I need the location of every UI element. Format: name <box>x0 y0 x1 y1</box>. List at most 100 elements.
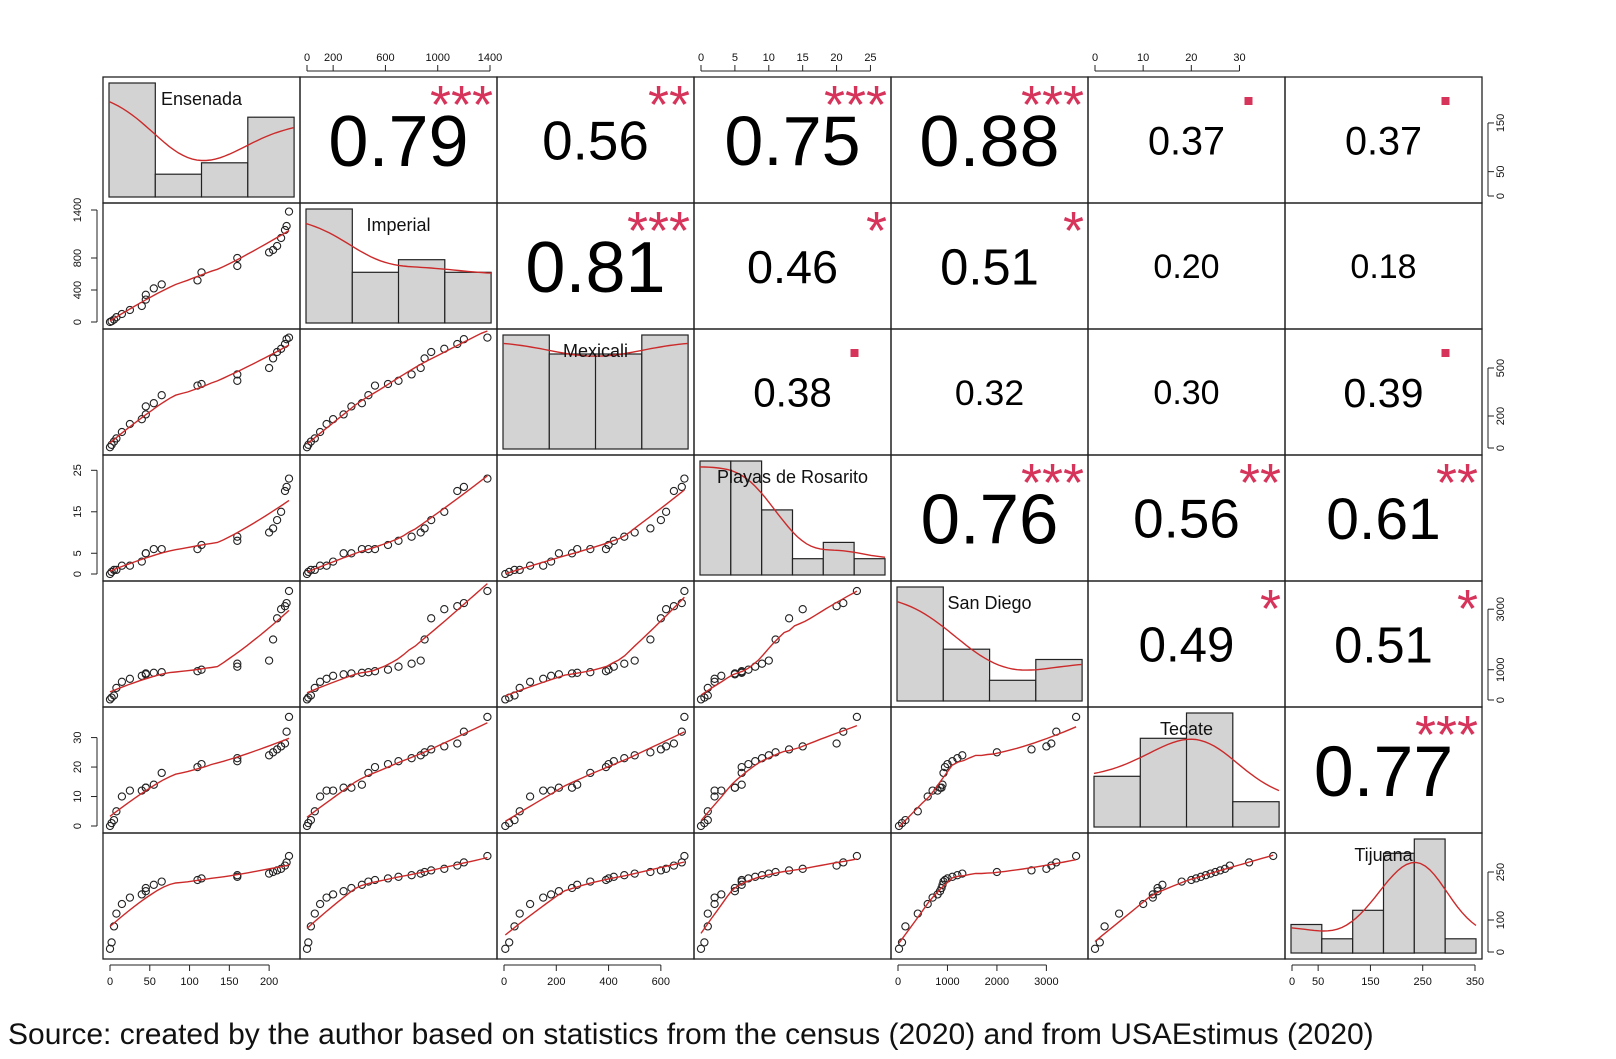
scatter-panel-tecate-vs-mexicali <box>501 712 689 831</box>
scatter-point <box>798 742 807 751</box>
correlation-value: 0.79 <box>328 102 468 182</box>
tick-label: 25 <box>72 464 84 476</box>
histogram-bar <box>305 208 353 324</box>
scatter-panel-playas-de-rosarito-vs-mexicali <box>501 474 689 579</box>
bottom-axis-ensenada: 0 50 100 150 200 <box>107 964 278 988</box>
scatter-point <box>554 549 564 558</box>
density-curve <box>305 222 492 274</box>
scatter-point <box>453 486 462 496</box>
scatter-point <box>928 786 937 795</box>
scatter-point <box>107 567 116 577</box>
scatter-point <box>510 922 519 931</box>
scatter-point <box>149 880 158 889</box>
correlation-matrix-chart: Ensenada Imperial Mexicali Playas de Rosari… <box>72 52 1507 988</box>
scatter-point <box>310 434 319 443</box>
panel-frame <box>102 202 301 330</box>
scatter-point <box>1071 712 1081 722</box>
scatter-point <box>272 515 282 525</box>
loess-fit-line <box>504 861 685 936</box>
tick-label: 20 <box>1185 52 1197 64</box>
tick-label: 1000 <box>425 52 449 64</box>
scatter-point <box>940 875 950 885</box>
variable-label-playas-de-rosarito: Playas de Rosarito <box>717 467 868 487</box>
scatter-point <box>501 569 510 579</box>
histogram-bar <box>853 558 886 576</box>
scatter-point <box>661 605 671 614</box>
scatter-panel-tijuana-vs-san-diego <box>894 851 1081 953</box>
scatter-point <box>149 284 158 293</box>
scatter-point <box>117 309 127 319</box>
loess-fit-line <box>700 590 858 696</box>
scatter-point <box>483 712 492 722</box>
scatter-point <box>109 691 119 700</box>
loess-fit-line <box>505 489 685 575</box>
variable-label-ensenada: Ensenada <box>161 89 243 109</box>
histogram-panel-playas-de-rosarito: Playas de Rosarito <box>699 460 886 576</box>
correlation-value: 0.56 <box>1133 488 1240 550</box>
correlation-value: 0.81 <box>525 228 665 308</box>
scatter-point <box>546 890 556 899</box>
scatter-point <box>407 659 416 668</box>
tick-label: 5 <box>72 550 84 556</box>
significance-stars: *** <box>824 75 887 135</box>
scatter-point <box>525 677 535 686</box>
scatter-point <box>149 780 158 789</box>
significance-stars: *** <box>1021 453 1084 513</box>
scatter-point <box>304 693 313 702</box>
scatter-point <box>315 792 325 801</box>
scatter-point <box>322 893 331 902</box>
scatter-point <box>852 851 862 861</box>
scatter-point <box>125 674 135 683</box>
significance-stars: * <box>1457 579 1478 639</box>
correlation-value: 0.51 <box>940 238 1039 295</box>
scatter-point <box>107 317 116 326</box>
scatter-point <box>420 748 429 757</box>
density-curve <box>1093 738 1280 792</box>
scatter-point <box>730 883 740 893</box>
scatter-point <box>784 614 794 623</box>
scatter-point <box>383 379 393 389</box>
scatter-panel-san-diego-vs-imperial <box>302 583 492 704</box>
scatter-point <box>328 786 338 795</box>
correlation-panel-mexicali-san-diego: 0.32 <box>955 373 1024 413</box>
scatter-point <box>730 783 740 792</box>
tick-label: 0 <box>698 52 704 64</box>
tick-label: 5 <box>732 52 738 64</box>
histogram-panel-san-diego: San Diego <box>896 586 1083 702</box>
scatter-point <box>117 427 127 437</box>
loess-fit-line <box>306 856 488 929</box>
correlation-value: 0.20 <box>1153 248 1219 286</box>
scatter-point <box>141 883 150 893</box>
scatter-point <box>737 880 746 889</box>
scatter-point <box>357 780 367 789</box>
scatter-point <box>901 815 910 825</box>
loess-fit-line <box>109 229 290 322</box>
scatter-point <box>420 524 429 533</box>
scatter-point <box>646 524 655 533</box>
scatter-panel-san-diego-vs-ensenada <box>105 586 294 704</box>
panel-frame <box>299 328 498 456</box>
scatter-point <box>620 532 629 541</box>
scatter-point <box>1071 851 1081 861</box>
correlation-panel-ensenada-san-diego: 0.88*** <box>919 75 1084 182</box>
variable-label-imperial: Imperial <box>366 215 430 235</box>
scatter-point <box>661 864 671 873</box>
panel-frame <box>890 832 1089 960</box>
density-curve <box>502 342 689 357</box>
panel-frame <box>693 832 892 960</box>
scatter-point <box>620 659 629 668</box>
scatter-point <box>276 507 286 516</box>
scatter-point <box>109 815 119 825</box>
loess-fit-line <box>306 722 488 818</box>
panel-frame <box>102 328 301 456</box>
scatter-panel-tijuana-vs-tecate <box>1090 851 1278 953</box>
scatter-point <box>357 544 367 554</box>
tick-label: 200 <box>324 52 342 64</box>
scatter-point <box>710 674 719 683</box>
tick-label: 150 <box>220 976 238 988</box>
scatter-panel-tecate-vs-playas-de-rosarito <box>696 712 862 831</box>
tick-label: 0 <box>1495 949 1507 955</box>
scatter-point <box>839 598 848 608</box>
scatter-point <box>197 874 206 883</box>
scatter-panel-tecate-vs-ensenada <box>105 712 294 831</box>
